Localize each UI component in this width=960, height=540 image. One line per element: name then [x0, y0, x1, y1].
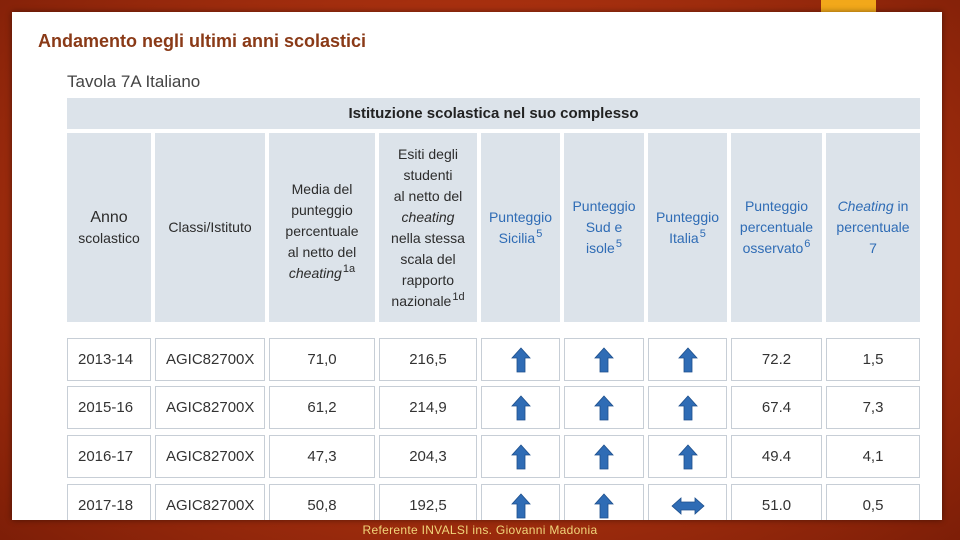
- col-header-sicilia: Punteggio Sicilia5: [481, 133, 560, 322]
- cell-osservato-value: 72.2: [761, 351, 792, 368]
- double-arrow-icon: [670, 496, 705, 515]
- cell-classi: AGIC82700X: [155, 386, 265, 429]
- cell-anno: 2015-16: [67, 386, 151, 429]
- up-arrow-icon: [594, 443, 614, 469]
- cell-media: 71,0: [269, 338, 375, 381]
- up-arrow-icon: [677, 443, 698, 469]
- column-header-row: Anno scolastico Classi/Istituto Media del…: [67, 133, 920, 322]
- cell-classi-value: AGIC82700X: [166, 399, 255, 416]
- up-arrow-icon: [510, 492, 531, 518]
- results-table: Istituzione scolastica nel suo complesso…: [67, 98, 920, 520]
- accent-tab: [821, 0, 876, 12]
- cell-media-value: 47,3: [307, 448, 337, 465]
- col-header-sud: Punteggio Sud e isole5: [564, 133, 644, 322]
- up-arrow-icon: [510, 443, 531, 469]
- cell-media-value: 50,8: [307, 497, 337, 514]
- up-arrow-icon: [594, 492, 614, 518]
- col-header-italia: Punteggio Italia5: [648, 133, 727, 322]
- cell-cheating: 4,1: [826, 435, 920, 478]
- cell-esiti-value: 192,5: [409, 497, 447, 514]
- cell-esiti: 204,3: [379, 435, 477, 478]
- cell-sud: [564, 386, 644, 429]
- cell-anno-value: 2015-16: [78, 399, 134, 416]
- up-arrow-icon: [677, 394, 698, 420]
- cell-media-value: 61,2: [307, 399, 337, 416]
- col-header-anno: Anno scolastico: [67, 133, 151, 322]
- cell-italia: [648, 386, 727, 429]
- up-arrow-icon: [594, 346, 614, 372]
- cell-anno: 2016-17: [67, 435, 151, 478]
- cell-media: 50,8: [269, 484, 375, 520]
- cell-cheating: 0,5: [826, 484, 920, 520]
- up-arrow-icon: [594, 394, 614, 420]
- cell-osservato: 67.4: [731, 386, 822, 429]
- col-header-cheating: Cheating in percentuale 7: [826, 133, 920, 322]
- cell-sud: [564, 435, 644, 478]
- slide-title: Andamento negli ultimi anni scolastici: [38, 31, 367, 51]
- cell-media-value: 71,0: [307, 351, 337, 368]
- cell-classi: AGIC82700X: [155, 338, 265, 381]
- cell-classi: AGIC82700X: [155, 484, 265, 520]
- table-row: 2015-16 AGIC82700X 61,2 214,9 67.4 7,3: [67, 386, 920, 429]
- col-header-esiti: Esiti degli studenti al netto del cheati…: [379, 133, 477, 322]
- cell-cheating-value: 4,1: [862, 448, 884, 465]
- table-row: 2016-17 AGIC82700X 47,3 204,3 49.4 4,1: [67, 435, 920, 478]
- cell-osservato-value: 67.4: [761, 399, 792, 416]
- cell-esiti-value: 216,5: [409, 351, 447, 368]
- group-header: Istituzione scolastica nel suo complesso: [67, 98, 920, 129]
- cell-classi-value: AGIC82700X: [166, 448, 255, 465]
- cell-media: 61,2: [269, 386, 375, 429]
- cell-cheating-value: 7,3: [862, 399, 884, 416]
- cell-esiti: 216,5: [379, 338, 477, 381]
- cell-osservato: 72.2: [731, 338, 822, 381]
- table-caption: Tavola 7A Italiano: [67, 72, 201, 91]
- cell-italia: [648, 435, 727, 478]
- cell-anno-value: 2016-17: [78, 448, 134, 465]
- cell-cheating: 7,3: [826, 386, 920, 429]
- cell-italia: [648, 338, 727, 381]
- cell-cheating-value: 0,5: [862, 497, 884, 514]
- col-header-classi: Classi/Istituto: [155, 133, 265, 322]
- cell-sicilia: [481, 484, 560, 520]
- cell-media: 47,3: [269, 435, 375, 478]
- cell-osservato-value: 51.0: [761, 497, 792, 514]
- cell-classi-value: AGIC82700X: [166, 351, 255, 368]
- cell-sicilia: [481, 435, 560, 478]
- cell-sicilia: [481, 338, 560, 381]
- cell-sud: [564, 338, 644, 381]
- up-arrow-icon: [677, 346, 698, 372]
- cell-esiti: 214,9: [379, 386, 477, 429]
- col-header-osservato: Punteggio percentuale osservato6: [731, 133, 822, 322]
- cell-classi-value: AGIC82700X: [166, 497, 255, 514]
- up-arrow-icon: [510, 346, 531, 372]
- cell-osservato: 49.4: [731, 435, 822, 478]
- cell-italia: [648, 484, 727, 520]
- cell-osservato: 51.0: [731, 484, 822, 520]
- slide: Andamento negli ultimi anni scolastici T…: [12, 12, 942, 520]
- footer-text: Referente INVALSI ins. Giovanni Madonia: [362, 523, 598, 537]
- cell-anno-value: 2013-14: [78, 351, 134, 368]
- cell-anno: 2013-14: [67, 338, 151, 381]
- table-row: 2013-14 AGIC82700X 71,0 216,5 72.2 1,5: [67, 338, 920, 381]
- cell-classi: AGIC82700X: [155, 435, 265, 478]
- cell-anno: 2017-18: [67, 484, 151, 520]
- up-arrow-icon: [510, 394, 531, 420]
- table-row: 2017-18 AGIC82700X 50,8 192,5 51.0 0,5: [67, 484, 920, 520]
- cell-esiti-value: 204,3: [409, 448, 447, 465]
- cell-cheating: 1,5: [826, 338, 920, 381]
- cell-esiti-value: 214,9: [409, 399, 447, 416]
- cell-esiti: 192,5: [379, 484, 477, 520]
- cell-cheating-value: 1,5: [862, 351, 884, 368]
- col-header-media: Media del punteggio percentuale al netto…: [269, 133, 375, 322]
- cell-sicilia: [481, 386, 560, 429]
- cell-sud: [564, 484, 644, 520]
- cell-anno-value: 2017-18: [78, 497, 134, 514]
- cell-osservato-value: 49.4: [761, 448, 792, 465]
